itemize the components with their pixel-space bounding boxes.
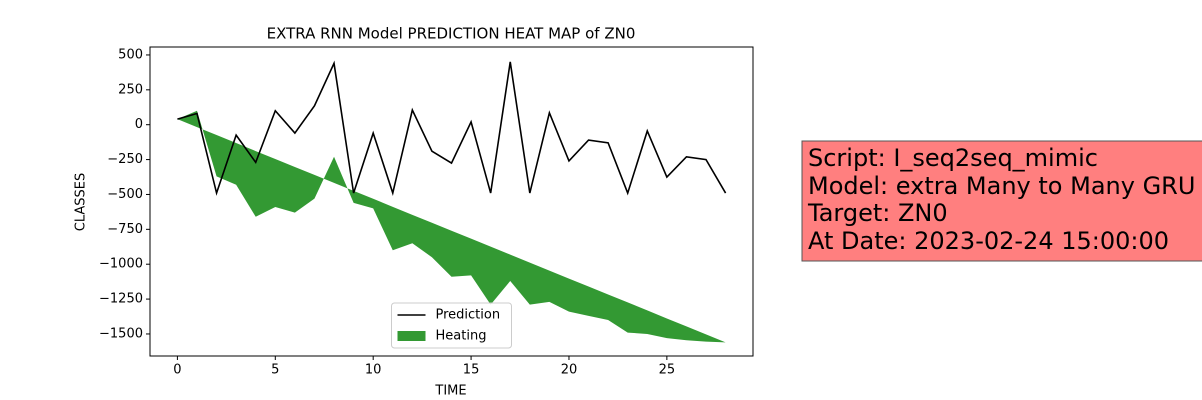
x-tick-label: 20 bbox=[561, 363, 578, 378]
y-axis-label: CLASSES bbox=[74, 173, 89, 231]
y-tick-label: −1000 bbox=[99, 257, 143, 272]
annotation-line: Target: ZN0 bbox=[807, 199, 948, 227]
y-tick-label: −500 bbox=[107, 187, 143, 202]
line bbox=[177, 60, 727, 197]
legend-swatch bbox=[397, 331, 426, 341]
y-tick-label: 250 bbox=[118, 82, 143, 97]
y-tick-label: −250 bbox=[107, 152, 143, 167]
x-tick-label: 15 bbox=[463, 363, 480, 378]
y-tick-label: −750 bbox=[107, 222, 143, 237]
chart-title: EXTRA RNN Model PREDICTION HEAT MAP of Z… bbox=[267, 25, 636, 43]
x-axis-label: TIME bbox=[434, 384, 466, 399]
annotation-box bbox=[801, 140, 1202, 262]
legend-label: Heating bbox=[436, 329, 487, 344]
x-tick-label: 0 bbox=[173, 363, 181, 378]
y-tick-label: 500 bbox=[118, 47, 143, 62]
legend-label: Prediction bbox=[436, 308, 501, 323]
annotation-line: Model: extra Many to Many GRU bbox=[808, 172, 1195, 200]
x-tick-label: 10 bbox=[365, 363, 382, 378]
x-tick-label: 5 bbox=[271, 363, 279, 378]
plot-frame bbox=[149, 46, 754, 357]
annotation-line: Script: I_seq2seq_mimic bbox=[808, 144, 1098, 172]
x-tick-label: 25 bbox=[659, 363, 676, 378]
annotation-line: At Date: 2023-02-24 15:00:00 bbox=[808, 227, 1169, 255]
y-tick-label: −1500 bbox=[99, 326, 143, 341]
y-tick-label: 0 bbox=[135, 117, 143, 132]
y-tick-label: −1250 bbox=[99, 292, 143, 307]
